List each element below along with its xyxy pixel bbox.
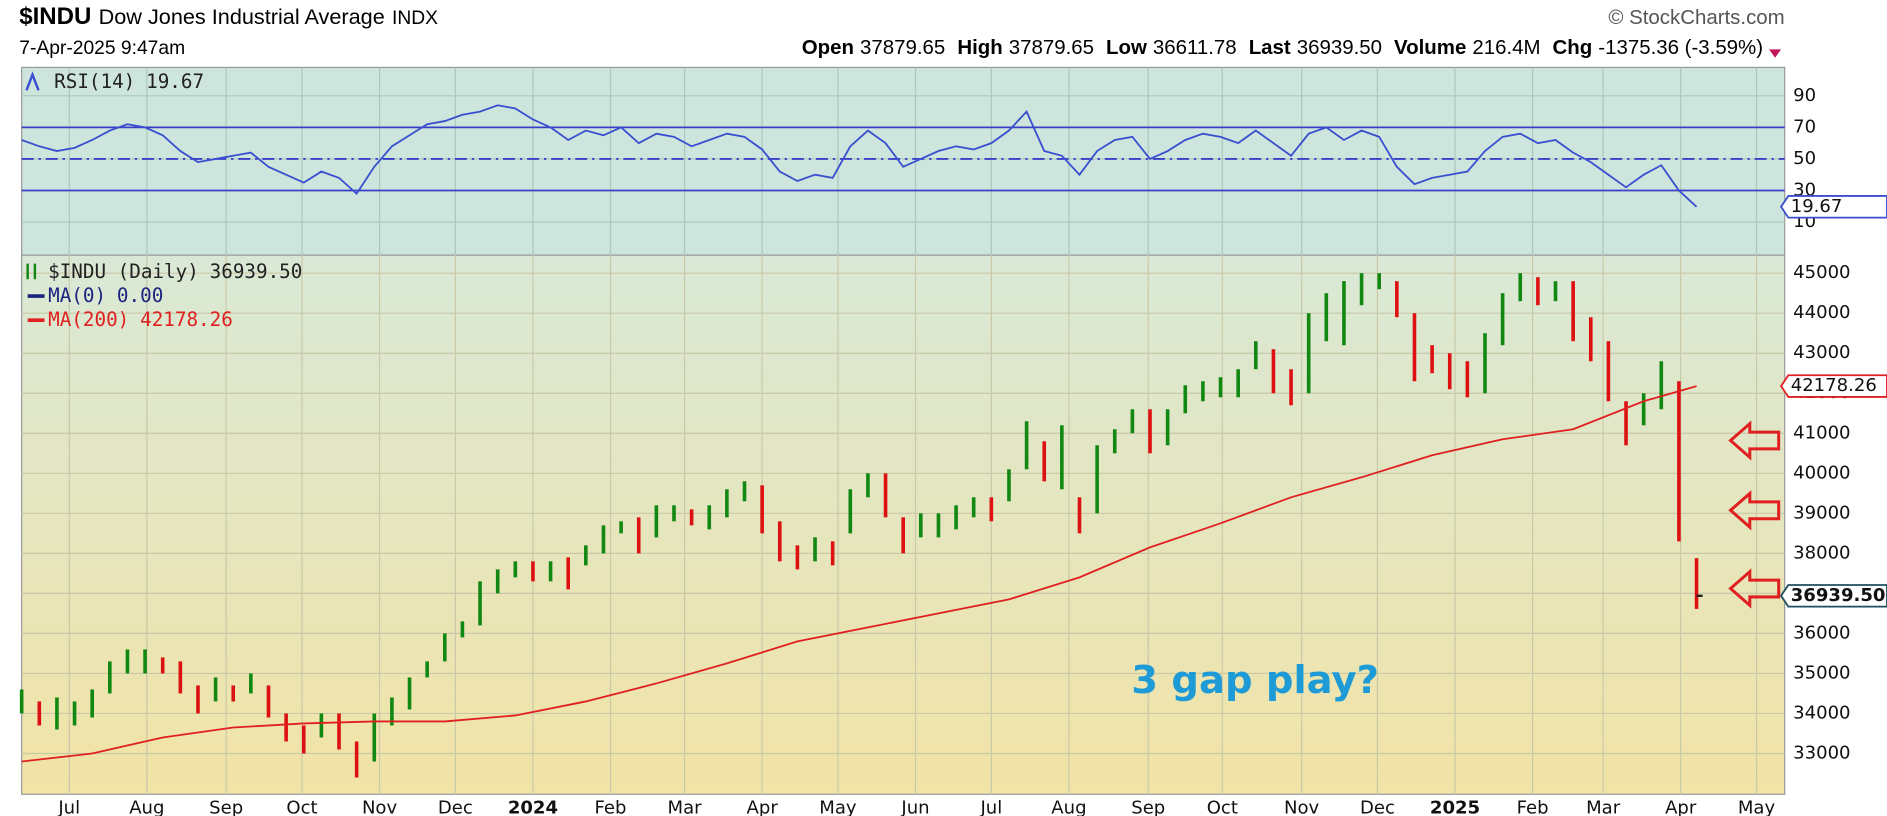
x-tick-label: Oct [1207,798,1238,816]
legend-value: 0.00 [117,284,163,307]
ma-tag [1780,374,1887,398]
rsi-tag-label: 19.67 [1791,196,1843,217]
legend: MA(0) 0.00 [48,284,163,307]
symbol: $INDU [19,3,91,30]
x-tick-label: Apr [747,798,779,816]
legend-value: 42178.26 [140,308,233,331]
legend-name: MA(200) [48,308,129,331]
legend-value: 36939.50 [210,260,303,283]
y-tick-label: 34000 [1793,702,1850,723]
x-tick-label: Mar [1586,798,1621,816]
legend: $INDU (Daily) 36939.50 [48,260,302,283]
legend-icon [25,71,40,91]
y-tick-label: 36000 [1793,622,1850,643]
legend-name: MA(0) [48,284,106,307]
y-tick-label: 70 [1793,116,1816,137]
date: 7-Apr-2025 9:47am [19,38,185,59]
y-tick-label: 90 [1793,85,1816,106]
y-tick-label: 41000 [1793,422,1850,443]
x-tick-label: Nov [362,798,398,816]
legend-name: $INDU (Daily) [48,260,199,283]
source: © StockCharts.com [1608,6,1784,29]
rsi-panel [21,66,1786,256]
exchange: INDX [392,8,438,29]
x-tick-label: Sep [209,798,243,816]
plot: Jul Aug Sep Oct Nov Dec 2024 Feb Mar Apr May Jun Jul… [19,69,1887,816]
arrow [1728,420,1781,461]
y-tick-label: 50 [1793,148,1816,169]
x-tick-label: Dec [1360,798,1395,816]
quote-value: 36939.50 [1297,36,1382,59]
x-tick-label: Feb [1517,798,1549,816]
arrow [1728,490,1781,531]
x-tick-label: 2024 [508,798,558,816]
moving-average [21,385,1697,763]
y-tick-label: 35000 [1793,662,1850,683]
y-tick-label: 39000 [1793,502,1850,523]
quote-label: High [957,36,1002,59]
quote-value: 36611.78 [1153,36,1237,59]
legend-name: RSI(14) [54,69,135,92]
quote: Open 37879.65 High 37879.65 Low 36611.78 Last 3… [802,36,1763,59]
x-tick-label: Jun [900,798,929,816]
last-tag [1780,584,1887,608]
x-tick-label: Dec [438,798,473,816]
x-tick-label: Mar [668,798,703,816]
down-arrow [1769,49,1782,58]
quote-value: 37879.65 [1009,36,1094,59]
x-tick-label: Nov [1284,798,1320,816]
x-tick-label: Sep [1131,798,1165,816]
x-tick-label: Apr [1665,798,1697,816]
x-tick-label: Oct [286,798,317,816]
y-tick-label: 44000 [1793,302,1850,323]
quote-value: 37879.65 [860,36,945,59]
x-tick-label: May [1738,798,1776,816]
grid [21,67,1785,795]
y-tick-label: 33000 [1793,742,1850,763]
index-name: Dow Jones Industrial Average [99,4,385,29]
x-tick-label: Jul [979,798,1002,816]
quote-label: Low [1106,36,1147,59]
header-line: $INDU Dow Jones Industrial Average INDX [19,3,438,30]
quote-label: Open [802,36,854,59]
legend-value: 19.67 [146,69,204,92]
x-tick-label: Aug [1051,798,1086,816]
annotation: 3 gap play? [1131,658,1379,703]
ma-tag-label: 42178.26 [1791,375,1877,396]
legend: RSI(14) 19.67 [54,69,204,92]
legend-icon [26,263,37,280]
rsi-line [21,104,1698,208]
quote-value: 216.4M [1472,36,1540,59]
quote-value: -1375.36 (-3.59%) [1598,36,1763,59]
x-tick-label: Feb [595,798,627,816]
rsi-tag [1780,195,1887,219]
annotation-arrows [1728,420,1781,609]
y-tick-label: 38000 [1793,542,1850,563]
y-tick-label: 40000 [1793,462,1850,483]
legend: MA(200) 42178.26 [48,308,233,331]
last-tag-label: 36939.50 [1791,585,1886,606]
arrow [1728,568,1781,609]
quote-label: Last [1249,36,1291,59]
x-tick-label: Aug [129,798,164,816]
y-tick-label: 43000 [1793,342,1850,363]
x-tick-label: May [819,798,857,816]
x-tick-label: Jul [57,798,80,816]
quote-label: Chg [1553,36,1593,59]
quote-label: Volume [1394,36,1466,59]
x-tick-label: 2025 [1430,798,1480,816]
y-tick-label: 45000 [1793,262,1850,283]
